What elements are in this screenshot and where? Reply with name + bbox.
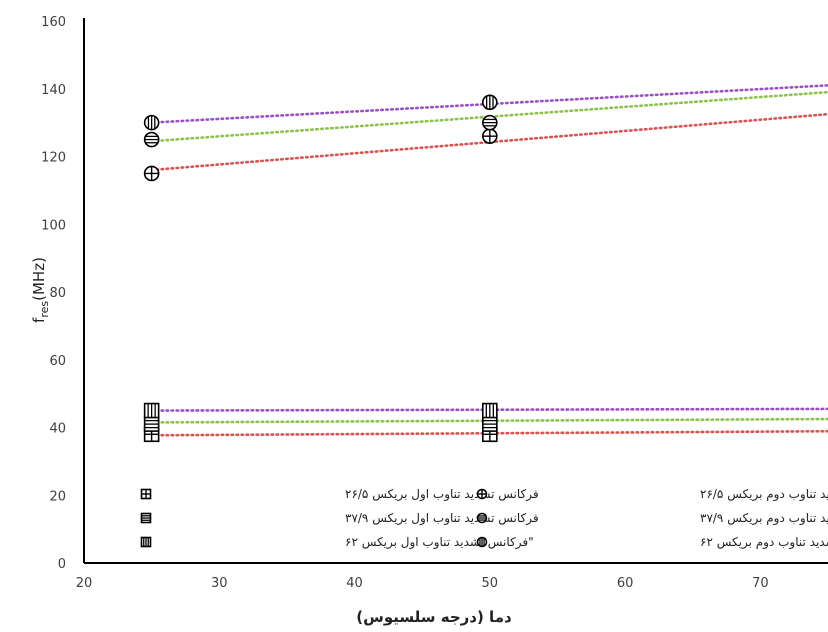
- data-point: [145, 417, 159, 431]
- data-point: [145, 404, 159, 418]
- x-axis-label: دما (درجه سلسیوس): [356, 608, 512, 626]
- y-tick-label: 160: [41, 15, 66, 30]
- legend-label: فرکانس تشدید تناوب دوم بریکس ۲۶/۵: [700, 487, 828, 502]
- y-tick-label: 20: [49, 489, 66, 504]
- y-tick-label: 60: [49, 354, 66, 369]
- legend-marker: [142, 514, 151, 523]
- data-point: [483, 116, 497, 130]
- legend-marker: [478, 490, 487, 499]
- data-point: [483, 417, 497, 431]
- legend-marker: [142, 538, 151, 547]
- legend-label: فرکانس تشدید تناوب اول بریکس ۲۶/۵: [345, 487, 539, 502]
- y-tick-label: 80: [49, 286, 66, 301]
- x-tick-label: 50: [482, 576, 499, 591]
- y-tick-label: 40: [49, 422, 66, 437]
- data-point: [145, 133, 159, 147]
- legend-label: "فرکانس تشدید تناوب اول بریکس ۶۲: [345, 535, 534, 550]
- data-point: [145, 166, 159, 180]
- tick-labels: 20 30 40 50 60 70 0 20 40 60 80 100 120 140 160: [41, 15, 768, 591]
- data-point: [483, 95, 497, 109]
- legend-marker: [478, 514, 487, 523]
- data-point: [483, 404, 497, 418]
- y-axis-label: fres(MHz): [30, 257, 51, 323]
- x-tick-label: 70: [752, 576, 769, 591]
- y-tick-label: 0: [58, 557, 66, 572]
- x-tick-label: 40: [346, 576, 363, 591]
- legend-label: "فرکانس تشدید تناوب دوم بریکس ۶۲: [700, 535, 828, 550]
- legend-marker: [478, 538, 487, 547]
- y-tick-label: 140: [41, 83, 66, 98]
- x-tick-label: 20: [76, 576, 93, 591]
- data-points: [145, 95, 497, 441]
- x-tick-label: 30: [211, 576, 228, 591]
- data-point: [483, 129, 497, 143]
- data-point: [145, 116, 159, 130]
- y-tick-label: 100: [41, 218, 66, 233]
- legend-marker: [142, 490, 151, 499]
- y-tick-label: 120: [41, 151, 66, 166]
- legend-label: فرکانس تشدید تناوب دوم بریکس ۳۷/۹: [700, 511, 828, 526]
- x-tick-label: 60: [617, 576, 634, 591]
- legend-label: فرکانس تشدید تناوب اول بریکس ۳۷/۹: [345, 511, 539, 526]
- legend: فرکانس تشدید تناوب اول بریکس ۲۶/۵ فرکانس …: [142, 487, 828, 550]
